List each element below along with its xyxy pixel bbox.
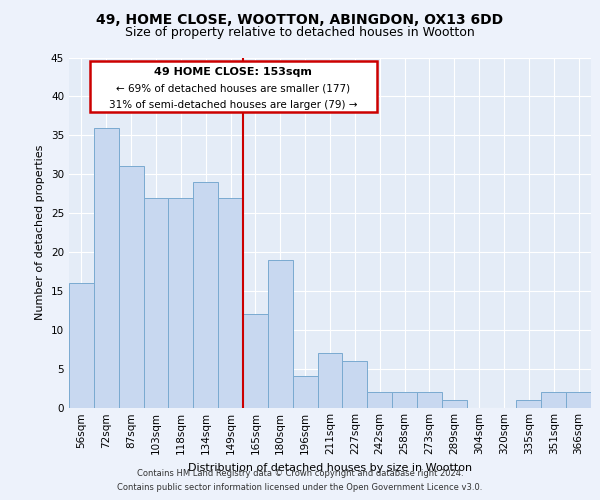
Bar — [566, 392, 591, 407]
Text: Size of property relative to detached houses in Wootton: Size of property relative to detached ho… — [125, 26, 475, 39]
Bar — [541, 392, 566, 407]
Text: Contains HM Land Registry data © Crown copyright and database right 2024.: Contains HM Land Registry data © Crown c… — [137, 470, 463, 478]
Bar — [119, 166, 143, 408]
Bar — [317, 353, 343, 408]
Bar — [69, 283, 94, 408]
Bar — [243, 314, 268, 408]
FancyBboxPatch shape — [90, 61, 377, 112]
Bar — [169, 198, 193, 408]
Bar — [293, 376, 317, 408]
Text: ← 69% of detached houses are smaller (177): ← 69% of detached houses are smaller (17… — [116, 84, 350, 94]
Bar — [442, 400, 467, 407]
Bar — [193, 182, 218, 408]
Bar — [94, 128, 119, 407]
Y-axis label: Number of detached properties: Number of detached properties — [35, 145, 46, 320]
Text: 31% of semi-detached houses are larger (79) →: 31% of semi-detached houses are larger (… — [109, 100, 358, 110]
X-axis label: Distribution of detached houses by size in Wootton: Distribution of detached houses by size … — [188, 463, 472, 473]
Text: 49 HOME CLOSE: 153sqm: 49 HOME CLOSE: 153sqm — [154, 67, 313, 77]
Bar — [392, 392, 417, 407]
Text: Contains public sector information licensed under the Open Government Licence v3: Contains public sector information licen… — [118, 483, 482, 492]
Bar — [343, 361, 367, 408]
Bar — [417, 392, 442, 407]
Bar — [517, 400, 541, 407]
Bar — [143, 198, 169, 408]
Bar — [268, 260, 293, 408]
Bar — [218, 198, 243, 408]
Bar — [367, 392, 392, 407]
Text: 49, HOME CLOSE, WOOTTON, ABINGDON, OX13 6DD: 49, HOME CLOSE, WOOTTON, ABINGDON, OX13 … — [97, 12, 503, 26]
